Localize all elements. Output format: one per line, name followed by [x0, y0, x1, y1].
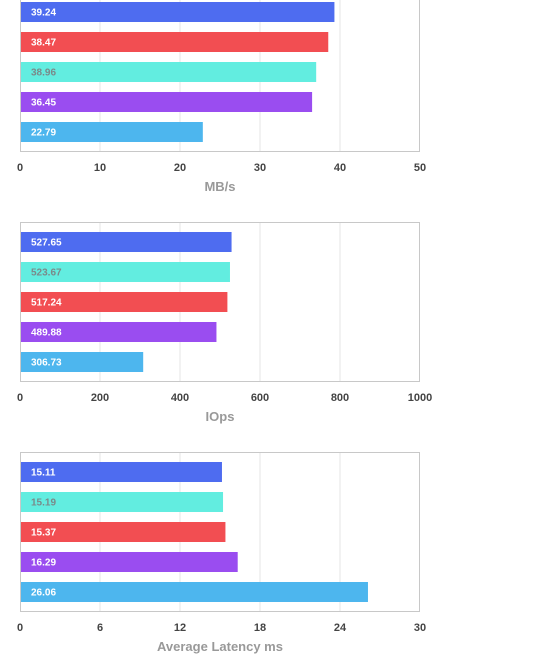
x-tick-label: 40	[334, 162, 346, 174]
plot-frame	[20, 452, 420, 612]
bar-value-label: 306.73	[31, 358, 62, 369]
plot-frame	[20, 222, 420, 382]
bar-value-label: 527.65	[31, 238, 62, 249]
x-tick-label: 50	[414, 162, 426, 174]
x-tick-label: 10	[94, 162, 106, 174]
bar	[20, 292, 228, 312]
bar-value-label: 15.19	[31, 498, 56, 509]
bar-value-label: 36.45	[31, 98, 56, 109]
x-tick-label: 12	[174, 622, 186, 634]
chart-2: 0 200 400 600 800 1000 527.65 523.67 517.24 489.8…	[17, 222, 432, 424]
bar	[20, 322, 217, 342]
bar-value-label: 38.47	[31, 38, 56, 49]
x-tick-label: 200	[91, 392, 109, 404]
bar	[20, 62, 317, 82]
x-tick-label: 30	[414, 622, 426, 634]
bar-value-label: 489.88	[31, 328, 62, 339]
bar	[20, 492, 224, 512]
x-tick-label: 0	[17, 622, 23, 634]
bar-value-label: 16.29	[31, 558, 56, 569]
bar	[20, 232, 232, 252]
bar	[20, 522, 226, 542]
x-tick-label: 30	[254, 162, 266, 174]
bar-value-label: 39.24	[31, 8, 56, 19]
bar-value-label: 22.79	[31, 128, 56, 139]
bar	[20, 92, 313, 112]
x-tick-label: 0	[17, 162, 23, 174]
bar	[20, 262, 230, 282]
bar	[20, 552, 238, 572]
x-tick-label: 0	[17, 392, 23, 404]
bar	[20, 352, 144, 372]
x-axis-label: MB/s	[204, 179, 235, 194]
x-tick-label: 18	[254, 622, 266, 634]
x-tick-label: 800	[331, 392, 349, 404]
bar	[20, 32, 329, 52]
bar-value-label: 15.11	[31, 468, 56, 479]
x-tick-label: 6	[97, 622, 103, 634]
bar	[20, 582, 368, 602]
plot-frame	[20, 0, 420, 152]
x-tick-label: 24	[334, 622, 347, 634]
bar	[20, 2, 335, 22]
x-tick-label: 600	[251, 392, 269, 404]
chart-3: 0 6 12 18 24 30 15.11 15.19 15.37 16.29 26.06 Avera…	[17, 452, 426, 654]
x-axis-label: IOps	[206, 409, 235, 424]
x-tick-label: 400	[171, 392, 189, 404]
x-tick-label: 1000	[408, 392, 432, 404]
bar-value-label: 26.06	[31, 588, 56, 599]
bar	[20, 122, 203, 142]
x-tick-label: 20	[174, 162, 186, 174]
bar-value-label: 15.37	[31, 528, 56, 539]
bar-value-label: 38.96	[31, 68, 56, 79]
chart-1: 0 10 20 30 40 50 39.24 38.47 38.96 36.45 22.79 MB/s	[17, 0, 426, 194]
bar	[20, 462, 222, 482]
bar-value-label: 517.24	[31, 298, 62, 309]
bar-value-label: 523.67	[31, 268, 62, 279]
x-axis-label: Average Latency ms	[157, 639, 283, 654]
